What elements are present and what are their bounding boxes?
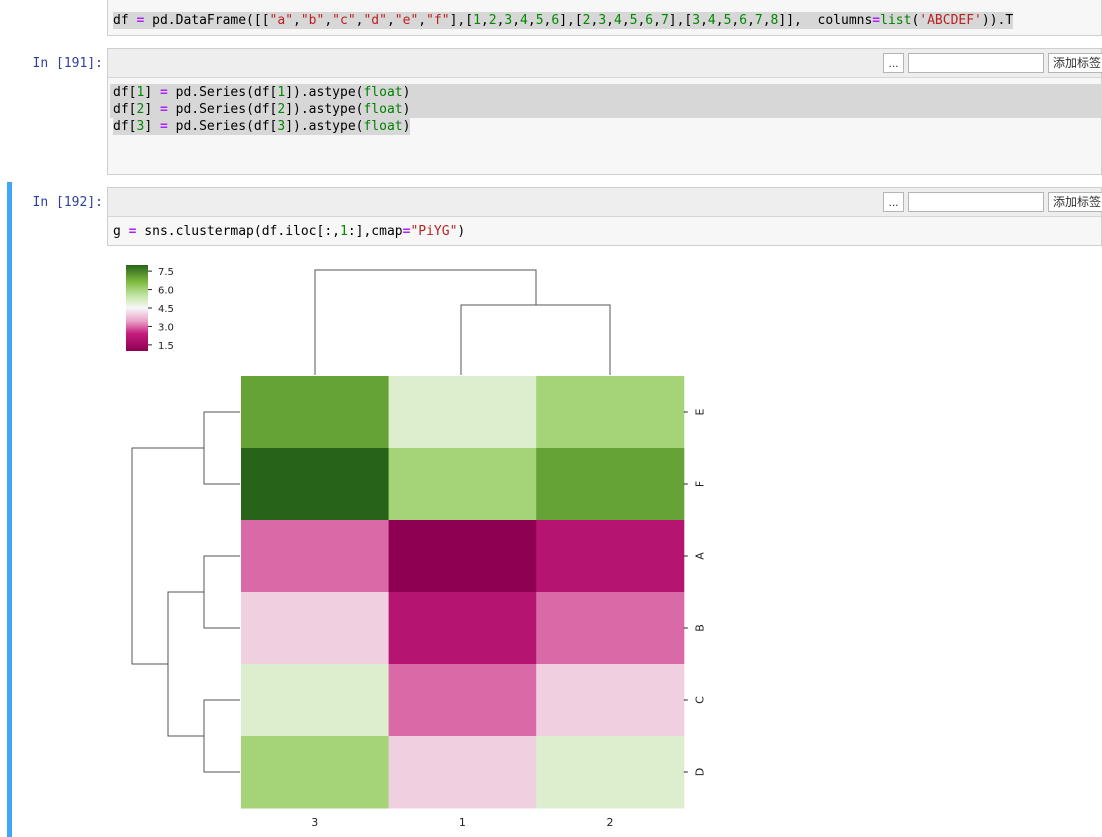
cell-192-input[interactable]: ... 添加标签 xyxy=(107,187,1102,246)
heatmap-cell xyxy=(388,736,537,809)
dendrogram-branch xyxy=(167,591,204,737)
heatmap-cell xyxy=(241,736,390,809)
colorbar-tick-label: 6.0 xyxy=(158,286,174,297)
colorbar xyxy=(126,265,148,351)
row-tick-label: D xyxy=(694,768,707,776)
row-tick-label: A xyxy=(694,552,707,560)
row-tick-label: C xyxy=(694,696,707,704)
cell-191-ellipsis-button[interactable]: ... xyxy=(883,53,904,73)
cell-192-ellipsis-button[interactable]: ... xyxy=(883,192,904,212)
heatmap-cell xyxy=(388,376,537,449)
clustermap-output: 3 1 2 E F A B C D 7.5 6.0 4.5 3.0 1.5 xyxy=(126,265,707,829)
heatmap-cell xyxy=(388,448,537,521)
colorbar-gradient xyxy=(126,265,148,351)
dendrogram-branch xyxy=(314,269,537,375)
heatmap-cell xyxy=(241,448,390,521)
cell-192-code-line: g = sns.clustermap(df.iloc[:,1:],cmap="P… xyxy=(113,224,466,239)
heatmap-cell xyxy=(241,520,390,593)
column-tick-label: 3 xyxy=(311,816,318,829)
column-tick-label: 1 xyxy=(459,816,466,829)
heatmap-cell xyxy=(388,592,537,665)
heatmap-cell xyxy=(536,736,685,809)
row-tick-label: B xyxy=(694,624,707,632)
cell-191-add-tag-button[interactable]: 添加标签 xyxy=(1048,53,1102,73)
heatmap-cell xyxy=(241,376,390,449)
cell-191-tag-toolbar: ... 添加标签 xyxy=(108,49,1102,78)
cell-191-code-line: df[1] = pd.Series(df[1]).astype(float) xyxy=(110,84,1102,101)
colorbar-tick-label: 1.5 xyxy=(158,341,174,352)
dendrogram-branch xyxy=(203,699,240,773)
cell-192-tag-toolbar: ... 添加标签 xyxy=(108,188,1102,217)
heatmap-cell xyxy=(536,664,685,737)
cell-191-code-line: df[2] = pd.Series(df[2]).astype(float) xyxy=(110,101,1102,118)
row-tick-label: E xyxy=(694,408,707,415)
heatmap-cell xyxy=(536,520,685,593)
dendrogram-branch xyxy=(460,304,611,375)
dendrogram-branch xyxy=(203,411,240,485)
heatmap-cell xyxy=(536,376,685,449)
dendrogram xyxy=(131,269,611,773)
prev-code-line: df = pd.DataFrame([["a","b","c","d","e",… xyxy=(113,12,1014,29)
cell-191-code-line: df[3] = pd.Series(df[3]).astype(float) xyxy=(113,118,411,135)
heatmap-cell xyxy=(241,664,390,737)
heatmap-cell xyxy=(388,664,537,737)
cell-192-prompt: In [192]: xyxy=(32,195,103,210)
heatmap-cell xyxy=(388,520,537,593)
dendrogram-branch xyxy=(203,555,240,629)
dendrogram-branch xyxy=(131,447,204,665)
column-tick-label: 2 xyxy=(607,816,614,829)
row-tick-label: F xyxy=(694,481,707,487)
selected-cell-indicator xyxy=(7,182,12,837)
colorbar-tick-label: 3.0 xyxy=(158,322,174,333)
colorbar-tick-label: 4.5 xyxy=(158,304,174,315)
cell-192-tag-input[interactable] xyxy=(908,192,1044,212)
cell-191-tag-input[interactable] xyxy=(908,53,1044,73)
cell-191-prompt: In [191]: xyxy=(32,56,103,71)
colorbar-tick-label: 7.5 xyxy=(158,267,174,278)
heatmap-cell xyxy=(536,592,685,665)
heatmap-cells xyxy=(241,376,685,809)
heatmap-cell xyxy=(241,592,390,665)
cell-192-add-tag-button[interactable]: 添加标签 xyxy=(1048,192,1102,212)
heatmap-cell xyxy=(536,448,685,521)
